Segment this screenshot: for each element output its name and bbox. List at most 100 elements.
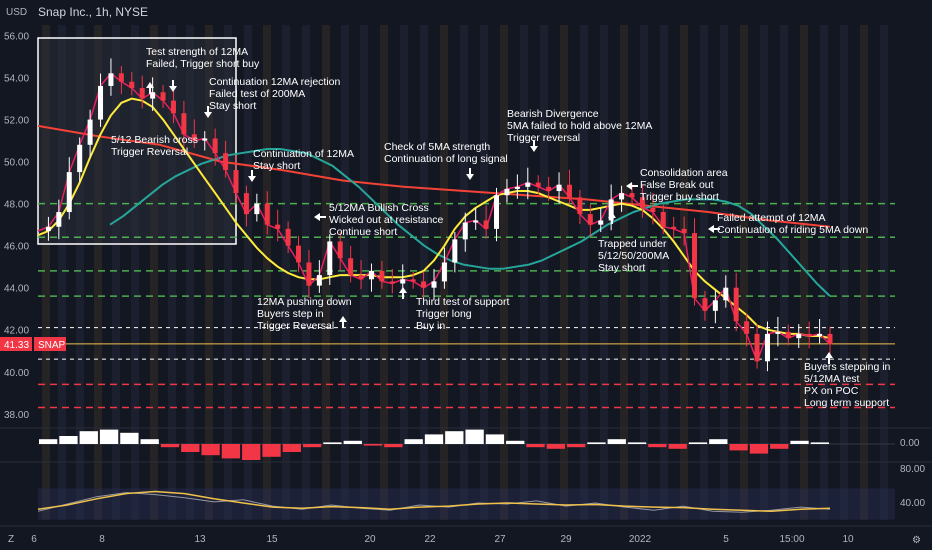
candle-body [671,226,677,229]
histogram-bar [79,431,98,444]
candle-body [118,73,124,82]
session-band [820,25,828,520]
candle-body [817,333,823,337]
session-band [76,25,84,520]
annotation-text: 5/12MA test [804,373,860,385]
corner-left-label[interactable]: Z [8,534,14,545]
candle-body [358,275,364,280]
annotation-arrow [146,82,154,94]
session-band [880,25,888,520]
candle-body [504,188,510,196]
candle-body [348,258,354,276]
candle-body [212,138,218,154]
candle-body [223,153,229,171]
annotation-text: Buyers step in [257,308,324,320]
candle-body [494,195,500,229]
candle-body [56,212,62,227]
histogram-bar [99,429,119,444]
candle-body [598,220,604,225]
histogram-bar [790,440,809,444]
histogram-bar [384,444,403,448]
histogram-bar [506,440,525,444]
histogram-bar [567,444,586,448]
candle-body [77,144,83,173]
annotation-arrow [248,170,256,182]
price-tick-label: 48.00 [4,200,29,211]
candle-body [692,233,698,299]
time-tick-label: 29 [560,534,572,545]
candle-body [202,138,208,141]
candle-body [764,333,770,362]
candle-body [170,100,176,114]
candle-body [191,134,197,141]
session-band [700,25,708,520]
time-tick-label: 15:00 [779,534,804,545]
time-tick-label: 8 [99,534,105,545]
settings-icon[interactable]: ⚙ [912,535,921,546]
annotation-arrow [204,106,212,118]
annotation-text: Trapped under [598,238,667,250]
histogram-bar [546,444,565,449]
session-band [244,25,252,520]
annotation-arrow [339,316,347,328]
session-band [302,25,310,520]
chart-title: Snap Inc., 1h, NYSE [38,5,148,19]
histogram-bar [39,439,58,444]
candle-body [525,182,531,187]
candle-body [546,186,552,192]
session-band [263,25,271,520]
session-band [500,25,508,520]
candle-body [108,73,114,86]
annotation-text: Continuation of long signal [384,153,508,165]
time-tick-label: 13 [194,534,206,545]
symbol-label: SNAP [38,340,66,351]
histogram-bar [59,436,78,444]
session-band [840,25,848,520]
session-band [860,25,868,520]
annotation-text: 5/12MA Bullish Cross [329,202,429,214]
annotation-text: Bearish Divergence [507,108,599,120]
sma-12-line [37,97,831,340]
sma-200-line [37,124,831,228]
annotation-text: Stay short [598,262,645,274]
session-band [322,25,330,520]
histogram-bar [526,444,545,448]
annotation-text: Stay short [253,160,300,172]
annotation-text: Long term support [804,397,889,409]
session-band [168,25,176,520]
annotation-text: Continuation of riding 5MA down [717,224,868,236]
annotation-arrow [608,212,616,224]
candle-body [441,262,447,282]
candle-body [806,333,812,337]
price-tick-label: 56.00 [4,32,29,43]
annotation-arrow [825,352,833,364]
candle-body [827,333,833,345]
annotation-text: Continuation 12MA rejection [209,76,340,88]
price-tick-label: 50.00 [4,158,29,169]
annotation-arrow [169,80,177,92]
candle-body [702,298,708,311]
candle-body [754,333,760,362]
oscillator-tick-label: 0.00 [900,438,920,449]
histogram-bar [140,439,159,444]
candle-body [129,81,135,89]
candle-body [337,241,343,259]
candle-body [275,224,281,229]
annotation-text: Trigger Reversal [257,320,334,332]
candle-body [431,281,437,288]
annotation-text: Wicked out at resistance [329,214,444,226]
symbol-badge [34,337,66,351]
histogram-bar [323,442,342,444]
histogram-bar [303,444,322,448]
histogram-bar [729,444,748,451]
candle-body [473,220,479,223]
histogram-bar [810,442,829,444]
session-band [112,25,120,520]
annotation-text: Continue short [329,226,397,238]
candle-body [160,92,166,101]
session-band [224,25,232,520]
session-band [720,25,728,520]
histogram-bar [627,442,647,444]
sma-50-line [109,148,831,297]
